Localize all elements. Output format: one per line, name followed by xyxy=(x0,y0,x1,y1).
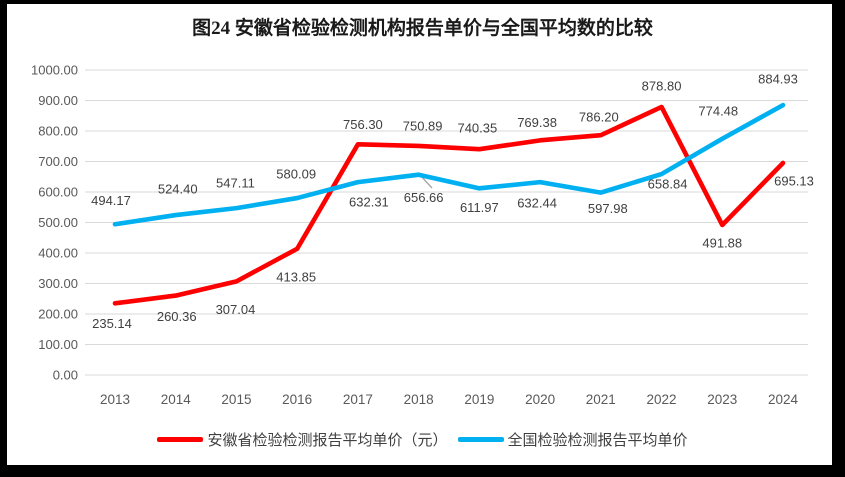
legend-item-national: 全国检验检测报告平均单价 xyxy=(457,429,688,450)
y-axis-tick-label: 500.00 xyxy=(38,215,78,230)
data-label-series-1: 547.11 xyxy=(216,176,255,191)
x-axis-tick-label: 2023 xyxy=(707,392,737,407)
x-axis-tick-label: 2017 xyxy=(343,392,373,407)
data-label-series-1: 632.44 xyxy=(517,196,557,211)
y-axis-tick-label: 600.00 xyxy=(38,185,78,200)
data-label-series-0: 740.35 xyxy=(457,121,497,136)
data-label-series-1: 494.17 xyxy=(91,193,131,208)
x-axis-tick-label: 2020 xyxy=(525,392,555,407)
x-axis-tick-label: 2014 xyxy=(161,392,192,407)
data-label-series-1: 597.98 xyxy=(588,201,628,216)
data-label-series-1: 658.84 xyxy=(648,177,688,192)
data-label-series-1: 580.09 xyxy=(276,167,316,182)
legend-line-swatch-blue xyxy=(457,437,504,442)
x-axis-tick-label: 2018 xyxy=(404,392,434,407)
y-axis-tick-label: 400.00 xyxy=(38,246,78,261)
data-label-series-0: 769.38 xyxy=(517,115,557,130)
y-axis-tick-label: 0.00 xyxy=(53,368,78,383)
legend-item-anhui: 安徽省检验检测报告平均单价（元） xyxy=(157,429,448,450)
legend-line-swatch-red xyxy=(157,437,204,442)
legend-label-anhui: 安徽省检验检测报告平均单价（元） xyxy=(207,432,448,449)
x-axis-tick-label: 2024 xyxy=(768,392,799,407)
data-label-series-1: 632.31 xyxy=(349,195,389,210)
x-axis-tick-label: 2019 xyxy=(464,392,494,407)
data-label-series-0: 695.13 xyxy=(774,173,814,188)
data-label-series-0: 235.14 xyxy=(92,316,132,331)
x-axis-tick-label: 2021 xyxy=(586,392,616,407)
y-axis-tick-label: 300.00 xyxy=(38,276,78,291)
chart-title: 图24 安徽省检验检测机构报告单价与全国平均数的比较 xyxy=(192,18,653,39)
data-label-series-0: 260.36 xyxy=(157,309,197,324)
data-label-series-1: 774.48 xyxy=(698,103,738,118)
x-axis-tick-label: 2013 xyxy=(100,392,130,407)
series-line-1 xyxy=(112,102,786,227)
chart-legend: 安徽省检验检测报告平均单价（元） 全国检验检测报告平均单价 xyxy=(0,429,845,450)
data-label-series-1: 884.93 xyxy=(758,72,798,87)
data-label-series-1: 611.97 xyxy=(460,200,499,215)
data-label-series-0: 786.20 xyxy=(579,110,619,125)
legend-label-national: 全国检验检测报告平均单价 xyxy=(507,432,688,449)
data-label-series-0: 750.89 xyxy=(403,118,443,133)
data-label-series-0: 413.85 xyxy=(276,269,316,284)
y-axis-tick-label: 800.00 xyxy=(38,124,78,139)
x-axis-tick-label: 2022 xyxy=(647,392,677,407)
y-axis-tick-label: 900.00 xyxy=(38,93,78,108)
y-axis-tick-label: 200.00 xyxy=(38,307,78,322)
data-label-series-0: 756.30 xyxy=(343,117,383,132)
data-label-series-0: 491.88 xyxy=(702,235,742,250)
series-line-0 xyxy=(112,104,786,306)
data-label-series-0: 878.80 xyxy=(642,78,682,93)
y-axis-tick-label: 100.00 xyxy=(38,337,78,352)
data-label-series-1: 524.40 xyxy=(158,182,198,197)
x-axis-tick-label: 2016 xyxy=(282,392,312,407)
x-axis-tick-label: 2015 xyxy=(221,392,251,407)
data-label-series-1: 656.66 xyxy=(404,190,444,205)
y-axis-tick-label: 1000.00 xyxy=(31,63,78,78)
y-axis-tick-label: 700.00 xyxy=(38,154,78,169)
data-label-series-0: 307.04 xyxy=(216,302,256,317)
